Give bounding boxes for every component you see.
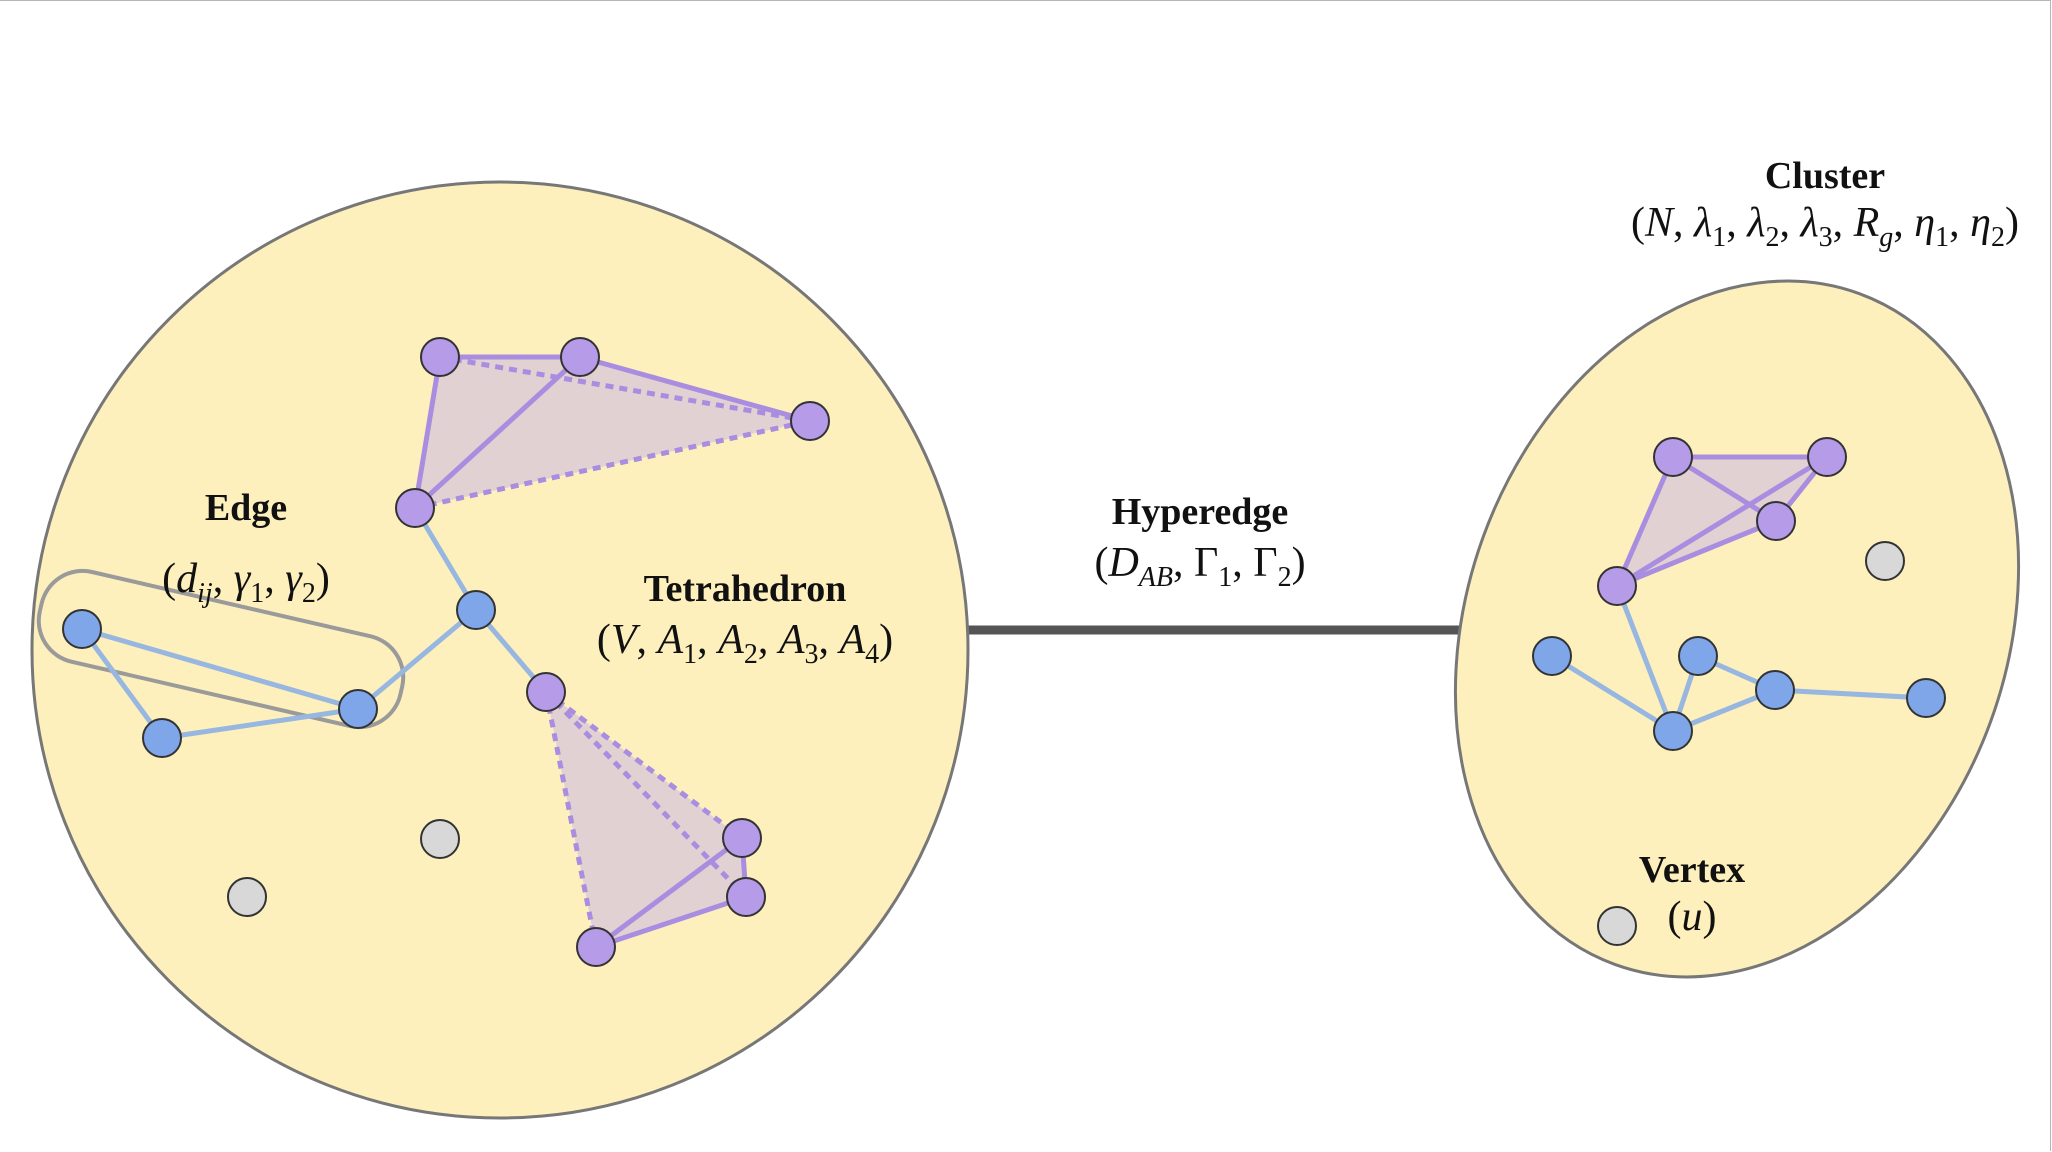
vertex bbox=[1906, 678, 1946, 718]
vertex bbox=[1597, 906, 1637, 946]
vertex bbox=[62, 609, 102, 649]
vertex bbox=[726, 877, 766, 917]
vertex bbox=[1678, 636, 1718, 676]
vertex bbox=[526, 672, 566, 712]
vertex bbox=[722, 818, 762, 858]
vertex bbox=[420, 337, 460, 377]
vertex bbox=[576, 927, 616, 967]
edge-features: (dij, γ1, γ2) bbox=[162, 556, 330, 609]
tetrahedron-features: (V, A1, A2, A3, A4) bbox=[597, 617, 893, 670]
vertex bbox=[227, 877, 267, 917]
vertex bbox=[420, 819, 460, 859]
vertex bbox=[1865, 541, 1905, 581]
tetra-upper-edges bbox=[412, 354, 811, 511]
hyperedge-features: (DAB, Γ1, Γ2) bbox=[1094, 540, 1305, 593]
tetra-right-edges bbox=[1614, 454, 1829, 589]
vertex bbox=[1597, 566, 1637, 606]
cluster-features: (N, λ1, λ2, λ3, Rg, η1, η2) bbox=[1631, 200, 2019, 253]
vertices-left bbox=[62, 337, 830, 967]
vertex bbox=[1807, 437, 1847, 477]
vertex bbox=[456, 590, 496, 630]
vertex-features: (u) bbox=[1668, 894, 1717, 940]
vertices-right bbox=[1532, 437, 1946, 946]
edge-highlight bbox=[36, 568, 406, 730]
vertex bbox=[560, 337, 600, 377]
vertex-title: Vertex bbox=[1639, 849, 1745, 891]
vertex bbox=[1653, 437, 1693, 477]
vertex bbox=[1653, 711, 1693, 751]
hyperedge-title: Hyperedge bbox=[1112, 491, 1289, 533]
tetrahedron-title: Tetrahedron bbox=[644, 568, 847, 610]
cluster-b bbox=[1453, 279, 2021, 979]
vertex bbox=[142, 718, 182, 758]
vertex bbox=[1532, 636, 1572, 676]
vertex bbox=[395, 488, 435, 528]
cluster-title: Cluster bbox=[1765, 155, 1885, 197]
vertex bbox=[790, 401, 830, 441]
vertex bbox=[338, 689, 378, 729]
tetra-lower-face bbox=[546, 692, 746, 947]
vertex bbox=[1755, 670, 1795, 710]
edge-title: Edge bbox=[205, 487, 287, 529]
vertex bbox=[1756, 501, 1796, 541]
